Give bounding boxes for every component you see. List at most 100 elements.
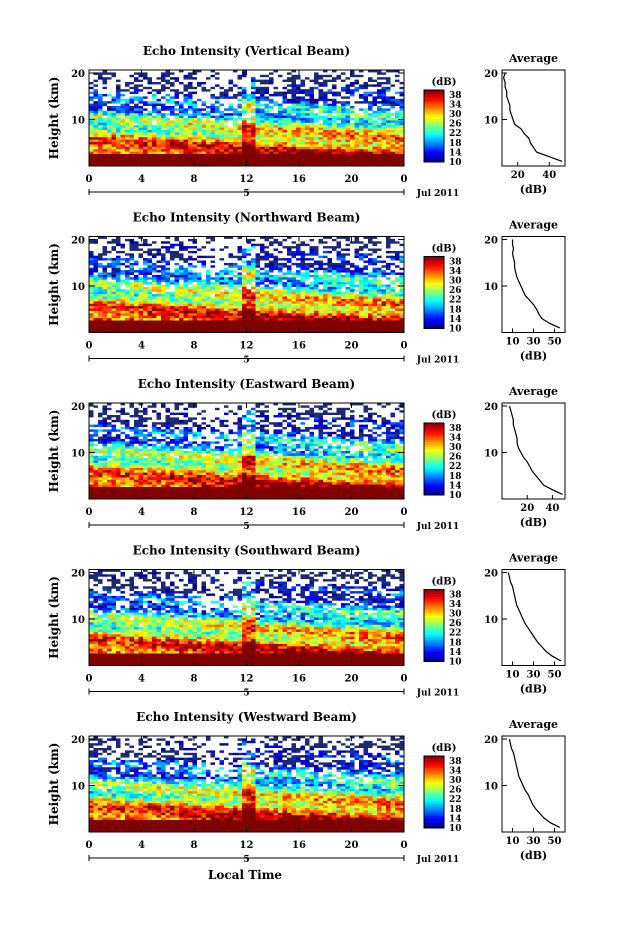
heatmap-cell — [143, 140, 148, 143]
heatmap-cell — [184, 282, 189, 285]
heatmap-cell — [346, 84, 351, 87]
heatmap-cell — [305, 125, 310, 128]
heatmap-cell — [292, 161, 297, 164]
heatmap-cell — [292, 253, 297, 256]
heatmap-cell — [143, 299, 148, 302]
heatmap-cell — [188, 132, 193, 135]
heatmap-cell — [319, 82, 324, 85]
heatmap-cell — [355, 111, 360, 114]
heatmap-cell — [211, 261, 216, 264]
heatmap-cell — [143, 292, 148, 295]
heatmap-cell — [175, 116, 180, 119]
heatmap-cell — [175, 265, 180, 268]
colorbar-tick-label: 34 — [449, 100, 462, 110]
heatmap-cell — [179, 313, 184, 316]
heatmap-cell — [161, 120, 166, 123]
heatmap-cell — [107, 94, 112, 97]
heatmap-cell — [220, 239, 225, 242]
heatmap-cell — [251, 144, 256, 147]
heatmap-cell — [310, 265, 315, 268]
heatmap-cell — [260, 270, 265, 273]
heatmap-cell — [170, 282, 175, 285]
heatmap-cell — [143, 301, 148, 304]
heatmap-cell — [157, 152, 162, 155]
heatmap-cell — [166, 321, 171, 324]
heatmap-cell — [202, 294, 207, 297]
heatmap-cell — [179, 316, 184, 319]
heatmap-cell — [116, 328, 121, 331]
heatmap-cell — [328, 89, 333, 92]
heatmap-cell — [251, 265, 256, 268]
heatmap-cell — [233, 77, 238, 80]
heatmap-cell — [193, 140, 198, 143]
heatmap-cell — [139, 280, 144, 283]
heatmap-cell — [247, 132, 252, 135]
heatmap-cell — [184, 323, 189, 326]
heatmap-cell — [296, 258, 301, 261]
heatmap-cell — [368, 101, 373, 104]
heatmap-cell — [242, 89, 247, 92]
heatmap-cell — [242, 156, 247, 159]
heatmap-cell — [148, 106, 153, 109]
heatmap-cell — [256, 116, 261, 119]
heatmap-cell — [382, 116, 387, 119]
heatmap-cell — [274, 306, 279, 309]
heatmap-cell — [197, 92, 202, 95]
heatmap-cell — [170, 135, 175, 138]
heatmap-cell — [179, 287, 184, 290]
heatmap-cell — [224, 75, 229, 78]
heatmap-cell — [148, 287, 153, 290]
heatmap-cell — [350, 135, 355, 138]
heatmap-cell — [269, 113, 274, 116]
heatmap-cell — [188, 92, 193, 95]
colorbar-segment — [424, 145, 444, 148]
heatmap-cell — [346, 128, 351, 131]
heatmap-cell — [287, 130, 292, 133]
heatmap-cell — [125, 106, 130, 109]
heatmap-cell — [188, 289, 193, 292]
heatmap-cell — [112, 313, 117, 316]
heatmap-cell — [292, 328, 297, 331]
heatmap-cell — [256, 108, 261, 111]
heatmap-cell — [323, 258, 328, 261]
heatmap-cell — [355, 125, 360, 128]
heatmap-cell — [206, 116, 211, 119]
heatmap-cell — [256, 275, 261, 278]
heatmap-cell — [296, 253, 301, 256]
heatmap-cell — [256, 258, 261, 261]
heatmap-cell — [305, 116, 310, 119]
heatmap-cell — [193, 137, 198, 140]
heatmap-cell — [121, 89, 126, 92]
heatmap-cell — [143, 282, 148, 285]
heatmap-cell — [319, 80, 324, 83]
heatmap-cell — [305, 159, 310, 162]
heatmap-cell — [319, 285, 324, 288]
heatmap-cell — [157, 96, 162, 99]
heatmap-cell — [206, 75, 211, 78]
heatmap-cell — [116, 313, 121, 316]
heatmap-cell — [391, 77, 396, 80]
heatmap-cell — [260, 137, 265, 140]
heatmap-cell — [395, 101, 400, 104]
heatmap-cell — [220, 152, 225, 155]
heatmap-cell — [193, 84, 198, 87]
heatmap-cell — [229, 140, 234, 143]
heatmap-cell — [283, 92, 288, 95]
heatmap-cell — [206, 246, 211, 249]
heatmap-cell — [368, 89, 373, 92]
heatmap-cell — [377, 75, 382, 78]
heatmap-cell — [94, 289, 99, 292]
heatmap-cell — [184, 299, 189, 302]
heatmap-cell — [224, 87, 229, 90]
heatmap-cell — [260, 244, 265, 247]
heatmap-cell — [386, 130, 391, 133]
heatmap-cell — [134, 118, 139, 121]
heatmap-cell — [170, 84, 175, 87]
heatmap-cell — [395, 154, 400, 157]
heatmap-cell — [148, 297, 153, 300]
heatmap-cell — [197, 277, 202, 280]
heatmap-cell — [328, 128, 333, 131]
heatmap-cell — [89, 325, 94, 328]
heatmap-cell — [170, 325, 175, 328]
heatmap-cell — [301, 128, 306, 131]
